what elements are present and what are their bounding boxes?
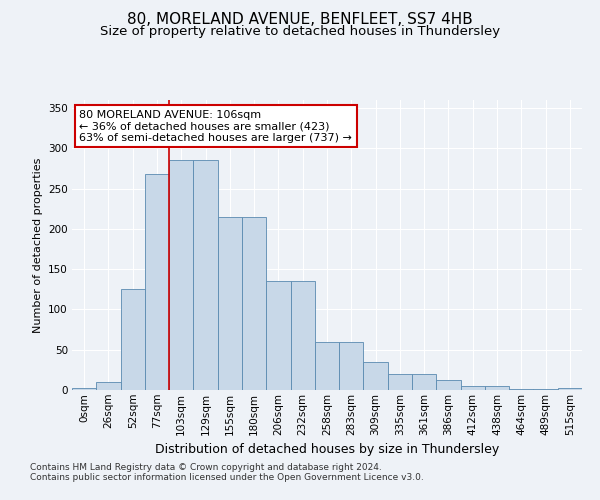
Bar (266, 281, 290, 390)
Text: 80 MORELAND AVENUE: 106sqm
← 36% of detached houses are smaller (423)
63% of sem: 80 MORELAND AVENUE: 106sqm ← 36% of deta… (79, 110, 352, 143)
Bar (436, 380, 461, 390)
Bar (412, 374, 436, 390)
Text: Contains public sector information licensed under the Open Government Licence v3: Contains public sector information licen… (30, 474, 424, 482)
Bar (290, 281, 315, 390)
Bar (558, 388, 582, 390)
Text: Size of property relative to detached houses in Thundersley: Size of property relative to detached ho… (100, 25, 500, 38)
Bar (533, 389, 558, 390)
Bar (121, 290, 145, 390)
Bar (461, 386, 485, 390)
Bar (339, 342, 364, 390)
Bar (315, 342, 339, 390)
X-axis label: Distribution of detached houses by size in Thundersley: Distribution of detached houses by size … (155, 443, 499, 456)
Bar (242, 217, 266, 390)
Text: 80, MORELAND AVENUE, BENFLEET, SS7 4HB: 80, MORELAND AVENUE, BENFLEET, SS7 4HB (127, 12, 473, 28)
Bar (364, 362, 388, 390)
Bar (193, 160, 218, 390)
Text: Contains HM Land Registry data © Crown copyright and database right 2024.: Contains HM Land Registry data © Crown c… (30, 464, 382, 472)
Bar (218, 217, 242, 390)
Bar (509, 389, 533, 390)
Bar (72, 388, 96, 390)
Bar (145, 174, 169, 390)
Bar (169, 160, 193, 390)
Y-axis label: Number of detached properties: Number of detached properties (32, 158, 43, 332)
Bar (96, 382, 121, 390)
Bar (485, 386, 509, 390)
Bar (388, 374, 412, 390)
